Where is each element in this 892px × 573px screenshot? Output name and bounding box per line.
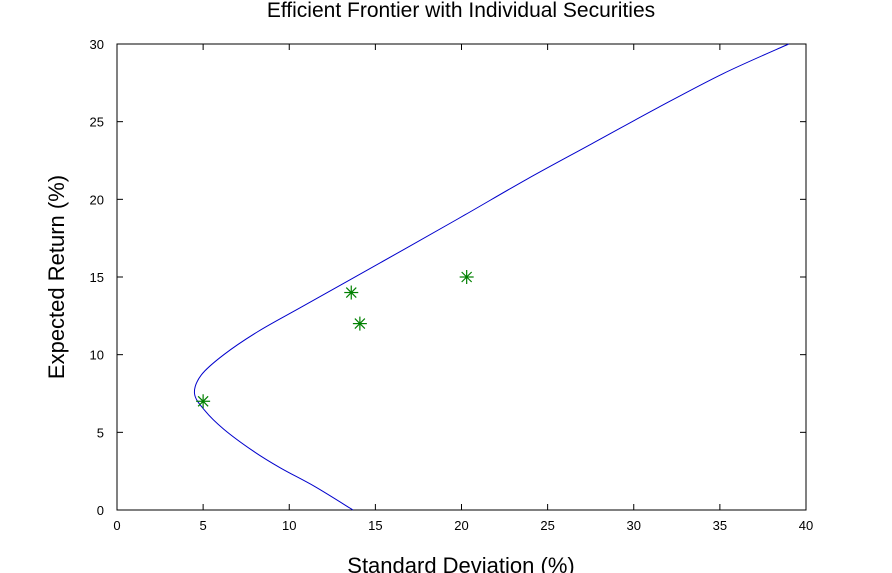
x-tick-label: 20 bbox=[454, 518, 468, 533]
x-tick-label: 40 bbox=[799, 518, 813, 533]
x-tick-label: 30 bbox=[627, 518, 641, 533]
y-tick-label: 10 bbox=[90, 348, 104, 363]
y-axis-title: Expected Return (%) bbox=[44, 175, 69, 379]
security-marker bbox=[352, 316, 367, 331]
x-axis-title: Standard Deviation (%) bbox=[347, 553, 574, 573]
y-tick-label: 30 bbox=[90, 37, 104, 52]
x-tick-label: 35 bbox=[713, 518, 727, 533]
chart-title: Efficient Frontier with Individual Secur… bbox=[267, 0, 655, 22]
security-marker bbox=[196, 394, 211, 409]
y-axis: 0 5 10 15 20 25 30 bbox=[90, 37, 806, 518]
x-tick-label: 25 bbox=[540, 518, 554, 533]
x-tick-label: 5 bbox=[200, 518, 207, 533]
securities-markers bbox=[196, 270, 474, 409]
y-tick-label: 15 bbox=[90, 270, 104, 285]
x-tick-label: 10 bbox=[282, 518, 296, 533]
y-tick-label: 5 bbox=[97, 425, 104, 440]
y-tick-label: 20 bbox=[90, 192, 104, 207]
x-tick-label: 0 bbox=[113, 518, 120, 533]
security-marker bbox=[459, 270, 474, 284]
y-tick-label: 0 bbox=[97, 503, 104, 518]
x-tick-label: 15 bbox=[368, 518, 382, 533]
y-tick-label: 25 bbox=[90, 115, 104, 130]
efficient-frontier-line bbox=[193, 43, 789, 511]
security-marker bbox=[344, 285, 359, 300]
x-axis: 0 5 10 15 20 25 30 35 40 bbox=[113, 44, 813, 533]
